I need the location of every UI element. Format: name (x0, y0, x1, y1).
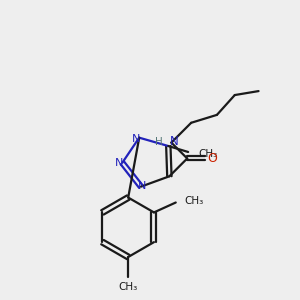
Text: N: N (170, 135, 179, 148)
Text: CH₃: CH₃ (185, 196, 204, 206)
Text: N: N (115, 158, 124, 168)
Text: H: H (155, 136, 162, 147)
Text: O: O (207, 152, 217, 165)
Text: N: N (138, 181, 146, 191)
Text: CH₃: CH₃ (118, 282, 138, 292)
Text: N: N (132, 134, 140, 144)
Text: CH₃: CH₃ (198, 149, 217, 159)
